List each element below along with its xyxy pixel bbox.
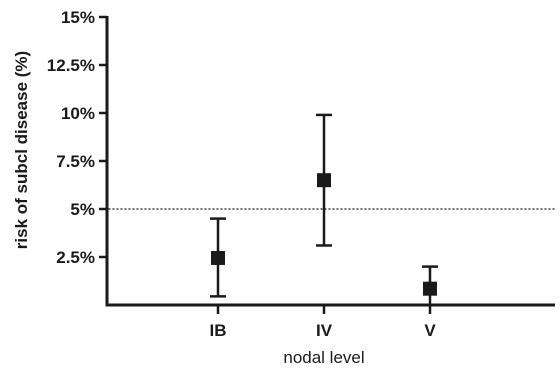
y-tick-label: 7.5% bbox=[56, 152, 95, 171]
y-tick-label: 15% bbox=[61, 8, 95, 27]
y-tick-label: 10% bbox=[61, 104, 95, 123]
x-axis-title: nodal level bbox=[283, 348, 364, 367]
data-point-iv bbox=[317, 173, 331, 188]
y-axis-title: risk of subcl disease (%) bbox=[12, 51, 31, 249]
y-tick-label: 5% bbox=[70, 200, 95, 219]
y-tick-label: 2.5% bbox=[56, 248, 95, 267]
x-tick-label: V bbox=[424, 321, 436, 340]
plot-area: 2.5% 5% 7.5% 10% 12.5% 15% IB IV V bbox=[47, 8, 555, 340]
x-tick-label: IB bbox=[210, 321, 227, 340]
x-tick-label: IV bbox=[316, 321, 333, 340]
data-point-v bbox=[423, 281, 437, 296]
y-tick-label: 12.5% bbox=[47, 56, 95, 75]
data-point-ib bbox=[211, 250, 225, 265]
